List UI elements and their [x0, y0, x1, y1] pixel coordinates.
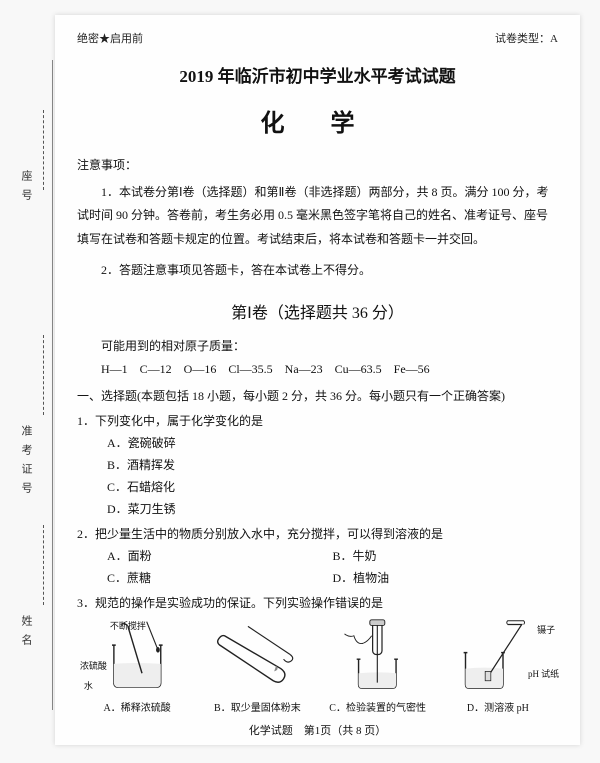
q3-figures: 不断搅拌 浓硫酸 水 A．稀释浓硫酸 B．取少量固体粉末	[77, 617, 558, 714]
side-name-label: 姓名	[18, 615, 34, 653]
q3-cap-a: A．稀释浓硫酸	[82, 699, 193, 714]
subject-title: 化 学	[77, 103, 558, 138]
q2-stem: 2．把少量生活中的物质分别放入水中，充分搅拌，可以得到溶液的是	[77, 525, 558, 542]
q2-opt-d: D．植物油	[333, 569, 559, 586]
q3-cap-b: B．取少量固体粉末	[202, 699, 313, 714]
q2-opt-b: B．牛奶	[333, 547, 559, 564]
q1-opt-d: D．菜刀生锈	[77, 500, 558, 517]
anno-water: 水	[84, 679, 93, 692]
exam-sidebar: 座号 准考证号 姓名	[8, 60, 53, 710]
q1-opt-b: B．酒精挥发	[77, 456, 558, 473]
side-line-1	[43, 110, 44, 190]
side-seat-label: 座号	[18, 170, 34, 208]
section1-title: 第Ⅰ卷（选择题共 36 分）	[77, 299, 558, 323]
q3-stem: 3．规范的操作是实验成功的保证。下列实验操作错误的是	[77, 594, 558, 611]
main-title: 2019 年临沂市初中学业水平考试试题	[77, 62, 558, 87]
q3-fig-c: C．检验装置的气密性	[322, 617, 433, 714]
q3-fig-d: 镊子 pH 试纸 D．测溶液 pH	[443, 617, 554, 714]
anno-tweezer: 镊子	[537, 623, 555, 636]
side-line-2	[43, 335, 44, 415]
paper-type: 试卷类型：A	[495, 30, 558, 46]
side-line-3	[43, 525, 44, 605]
test-tube-spoon-icon	[202, 617, 313, 692]
paper-type-value: A	[550, 33, 558, 45]
side-examid-label: 准考证号	[18, 425, 34, 501]
q1-opt-a: A．瓷碗破碎	[77, 434, 558, 451]
secrecy-label: 绝密★启用前	[77, 30, 143, 46]
anno-stir: 不断搅拌	[110, 619, 146, 632]
q2-row1: A．面粉 B．牛奶	[77, 547, 558, 564]
notice-2: 2．答题注意事项见答题卡，答在本试卷上不得分。	[77, 259, 558, 282]
q2-row2: C．蔗糖 D．植物油	[77, 569, 558, 586]
page-header: 绝密★启用前 试卷类型：A	[77, 30, 558, 46]
q2-opt-c: C．蔗糖	[107, 569, 333, 586]
q1-opt-c: C．石蜡熔化	[77, 478, 558, 495]
notice-heading: 注意事项：	[77, 156, 558, 173]
atom-mass-heading: 可能用到的相对原子质量：	[77, 337, 558, 354]
anno-acid: 浓硫酸	[80, 659, 107, 672]
atom-mass-list: H—1 C—12 O—16 Cl—35.5 Na—23 Cu—63.5 Fe—5…	[77, 360, 558, 377]
q3-fig-a: 不断搅拌 浓硫酸 水 A．稀释浓硫酸	[82, 617, 193, 714]
q3-cap-c: C．检验装置的气密性	[322, 699, 433, 714]
page-footer: 化学试题 第1页（共 8 页）	[77, 722, 558, 738]
airtight-check-icon	[322, 617, 433, 692]
q3-fig-b: B．取少量固体粉末	[202, 617, 313, 714]
q2-opt-a: A．面粉	[107, 547, 333, 564]
q3-cap-d: D．测溶液 pH	[443, 699, 554, 714]
exam-page: 绝密★启用前 试卷类型：A 2019 年临沂市初中学业水平考试试题 化 学 注意…	[55, 15, 580, 745]
anno-paper: pH 试纸	[528, 667, 559, 680]
paper-type-label: 试卷类型：	[495, 33, 550, 45]
partA-heading: 一、选择题(本题包括 18 小题，每小题 2 分，共 36 分。每小题只有一个正…	[77, 387, 558, 404]
q1-stem: 1．下列变化中，属于化学变化的是	[77, 412, 558, 429]
notice-1: 1．本试卷分第Ⅰ卷（选择题）和第Ⅱ卷（非选择题）两部分，共 8 页。满分 100…	[77, 181, 558, 251]
